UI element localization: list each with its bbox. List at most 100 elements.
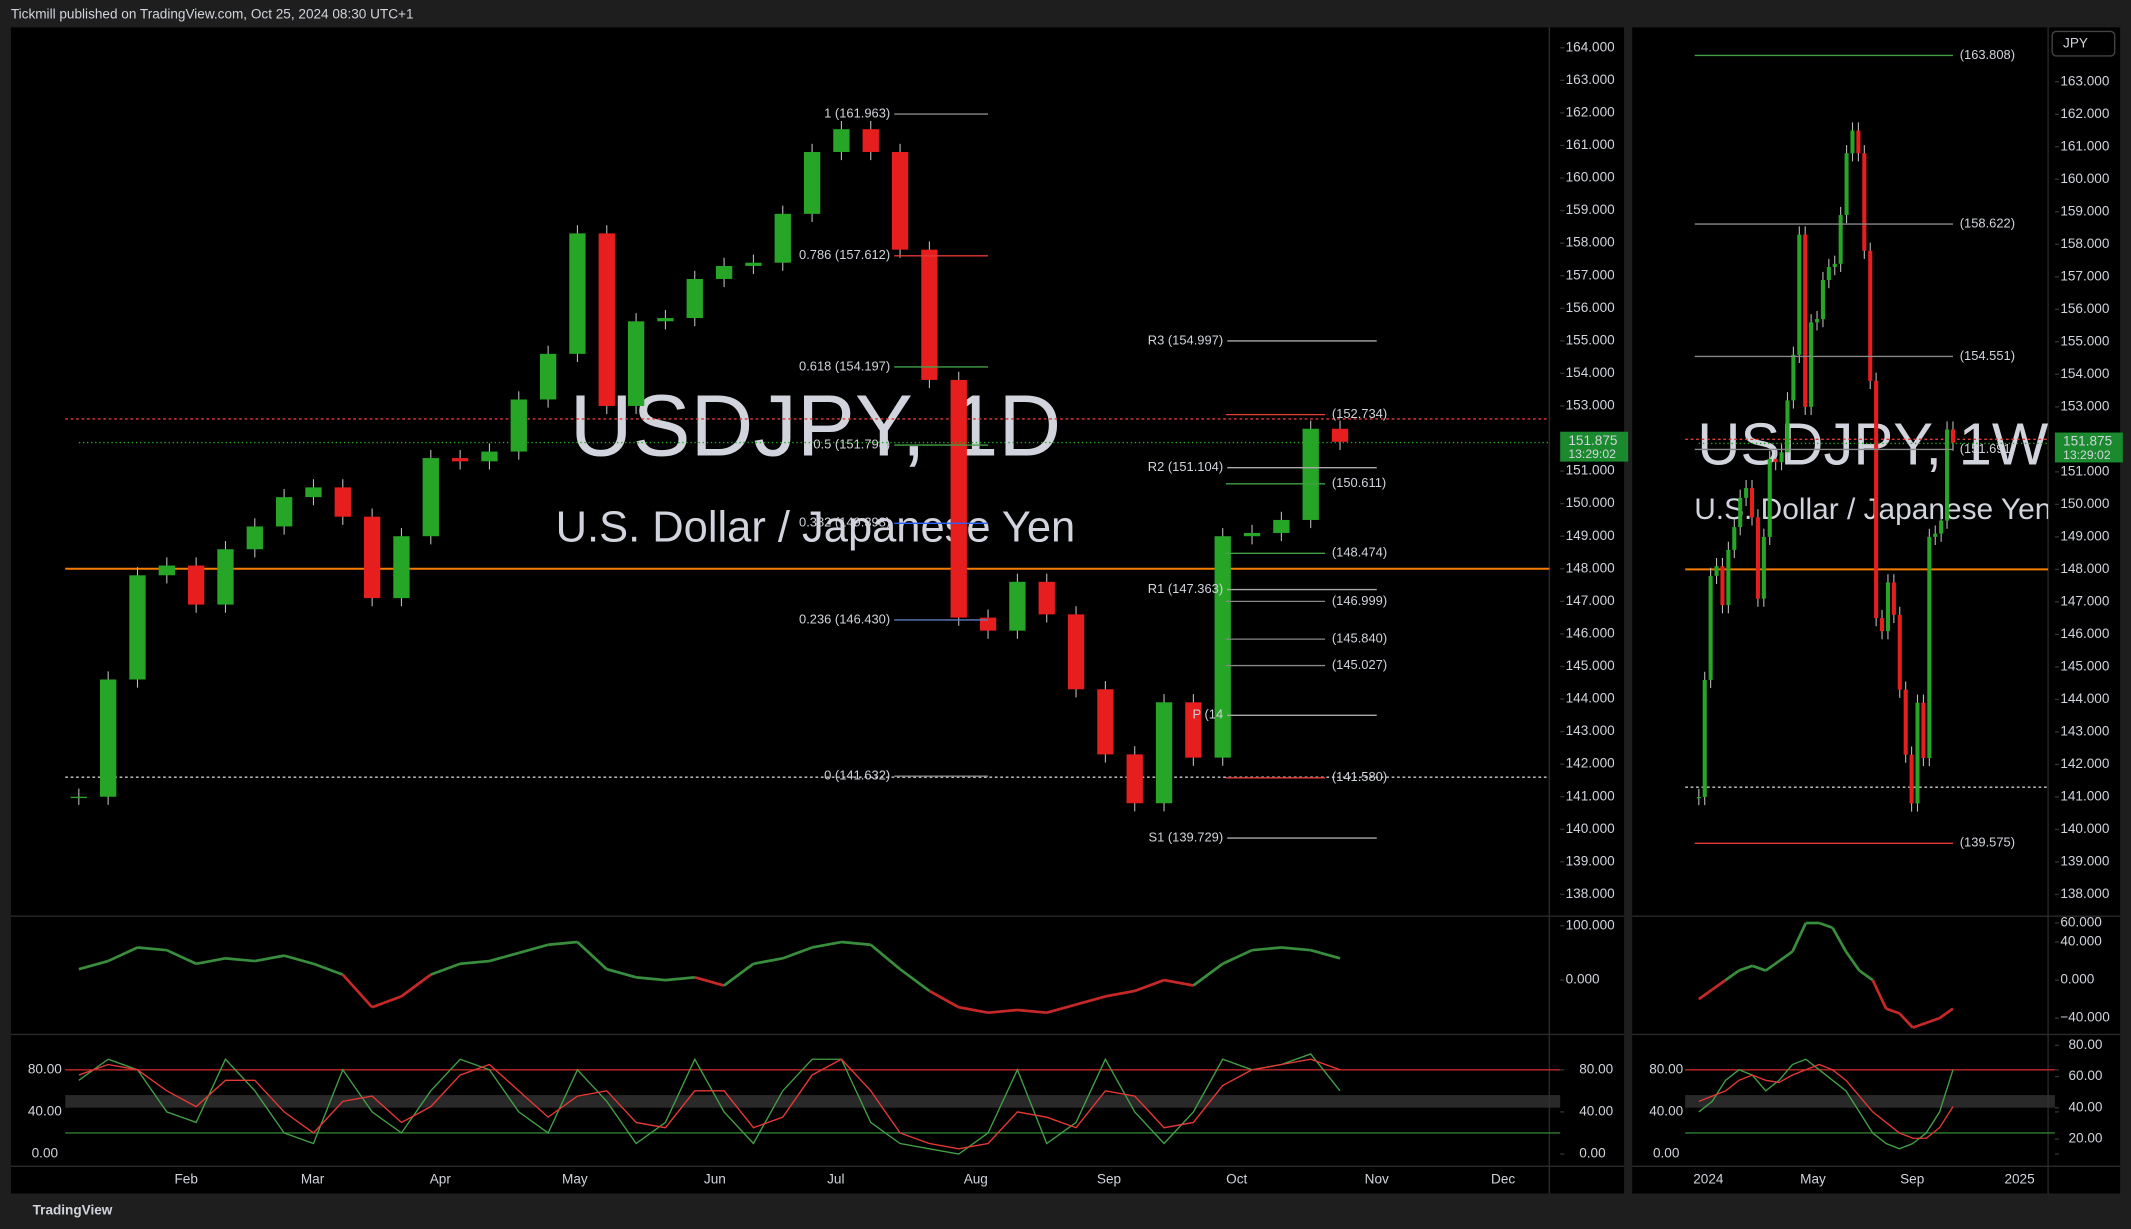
momentum-line xyxy=(78,959,109,971)
price-tick-label: 163.000 xyxy=(2060,73,2110,88)
momentum-line xyxy=(459,959,490,966)
price-tick-label: 149.000 xyxy=(2060,528,2110,543)
price-tick-label: 162.000 xyxy=(2060,106,2110,121)
candle-body xyxy=(1826,267,1831,281)
price-tick-label: 155.000 xyxy=(1566,332,1616,347)
level-label: P (14 xyxy=(1193,707,1224,722)
momentum-line xyxy=(1251,946,1282,952)
candle-body xyxy=(481,451,498,462)
momentum-line xyxy=(782,946,813,960)
candle-body xyxy=(393,536,410,599)
osc-tick-label: 60.000 xyxy=(2060,915,2102,930)
time-label: Feb xyxy=(174,1171,197,1186)
price-tick-label: 142.000 xyxy=(1566,756,1616,771)
candle-body xyxy=(1749,488,1755,518)
time-label: Dec xyxy=(1491,1171,1515,1186)
price-tick-label: 143.000 xyxy=(2060,724,2110,739)
stoch-line xyxy=(1698,1058,1954,1150)
price-tag-label: 151.875 xyxy=(1568,433,1617,448)
currency-button-label[interactable]: JPY xyxy=(2063,35,2088,50)
price-tick-label: 150.000 xyxy=(1566,495,1616,510)
momentum-line xyxy=(899,968,931,993)
stoch-axis-label: 80.00 xyxy=(2068,1037,2102,1052)
candle-body xyxy=(1832,263,1837,268)
candle-body xyxy=(891,151,909,250)
currency-button[interactable] xyxy=(2051,30,2116,57)
momentum-line xyxy=(723,962,755,987)
momentum-line xyxy=(1192,962,1224,987)
level-label: 0 (141.632) xyxy=(824,768,890,783)
momentum-line xyxy=(1831,927,1848,953)
price-tick-label: 159.000 xyxy=(2060,203,2110,218)
price-tick-label: 147.000 xyxy=(2060,593,2110,608)
momentum-line xyxy=(1938,1007,1954,1020)
momentum-line xyxy=(1281,946,1311,952)
candle-body xyxy=(1009,581,1026,631)
candle-body xyxy=(1856,130,1861,154)
momentum-line xyxy=(1844,950,1861,972)
candle-body xyxy=(979,617,997,631)
daily-panel xyxy=(10,27,1625,1194)
stoch-line xyxy=(78,1053,1341,1155)
level-label: (152.734) xyxy=(1332,406,1387,421)
level-label: (154.551) xyxy=(1960,348,2015,363)
candle-body xyxy=(1868,250,1873,381)
price-tick-label: 138.000 xyxy=(2060,886,2110,901)
momentum-line xyxy=(1163,978,1194,987)
level-label: (141.580) xyxy=(1332,769,1387,784)
candle-body xyxy=(1185,702,1202,758)
momentum-line xyxy=(283,954,314,966)
candle-body xyxy=(1714,566,1719,576)
osc-tick-label: 40.000 xyxy=(2060,934,2102,949)
time-label: May xyxy=(1800,1171,1826,1186)
candle-body xyxy=(1814,319,1820,323)
candle-body xyxy=(774,213,791,263)
candle-body xyxy=(70,796,87,799)
price-tick-label: 162.000 xyxy=(1566,104,1616,119)
price-tick-label: 158.000 xyxy=(1566,235,1616,250)
candle-body xyxy=(1755,517,1760,599)
level-label: S1 (139.729) xyxy=(1149,830,1224,845)
price-tick-label: 141.000 xyxy=(1566,788,1616,803)
candle-body xyxy=(803,151,821,214)
osc-tick-label: −40.000 xyxy=(2060,1010,2110,1025)
time-label: Jul xyxy=(827,1171,844,1186)
price-tick-label: 156.000 xyxy=(1566,300,1616,315)
time-label: Sep xyxy=(1097,1171,1121,1186)
stoch-line xyxy=(1698,1063,1954,1139)
momentum-line xyxy=(1751,964,1767,972)
candle-body xyxy=(1738,497,1743,528)
price-tick-label: 157.000 xyxy=(1566,267,1616,282)
momentum-line xyxy=(107,946,139,963)
candle-body xyxy=(1909,754,1914,804)
momentum-line xyxy=(635,976,666,982)
stoch-tick-label: 0.00 xyxy=(1653,1146,1680,1161)
candle-body xyxy=(1696,796,1701,799)
candle-body xyxy=(1945,429,1950,521)
level-label: (163.808) xyxy=(1960,47,2015,62)
stoch-axis-label: 40.00 xyxy=(2068,1099,2102,1114)
candle-body xyxy=(1950,429,1956,443)
candle-body xyxy=(686,278,703,319)
stoch-axis-label: 60.00 xyxy=(2068,1068,2102,1083)
watermark-symbol: USDJPY, 1D xyxy=(570,377,1061,474)
candle-body xyxy=(275,497,293,527)
momentum-line xyxy=(1791,922,1808,953)
weekly-price-pane: USDJPY, 1W U.S. Dollar / Japanese Yen (1… xyxy=(1685,47,2049,850)
candle-body xyxy=(1702,679,1707,797)
candle-body xyxy=(1809,322,1814,407)
candle-body xyxy=(1243,532,1261,537)
momentum-line xyxy=(694,976,725,987)
level-label: 0.382 (149.398) xyxy=(799,515,890,530)
candle-body xyxy=(217,549,234,605)
momentum-line xyxy=(312,962,344,976)
momentum-line xyxy=(1724,969,1740,982)
candle-body xyxy=(1067,614,1085,690)
candle-body xyxy=(451,458,469,462)
price-tag xyxy=(1560,431,1629,462)
level-label: (150.611) xyxy=(1332,475,1386,490)
level-label: 0.236 (146.430) xyxy=(799,611,890,626)
stoch-axis-label: 20.00 xyxy=(2068,1131,2102,1146)
price-tick-label: 139.000 xyxy=(1566,853,1616,868)
price-tick-label: 148.000 xyxy=(2060,561,2110,576)
